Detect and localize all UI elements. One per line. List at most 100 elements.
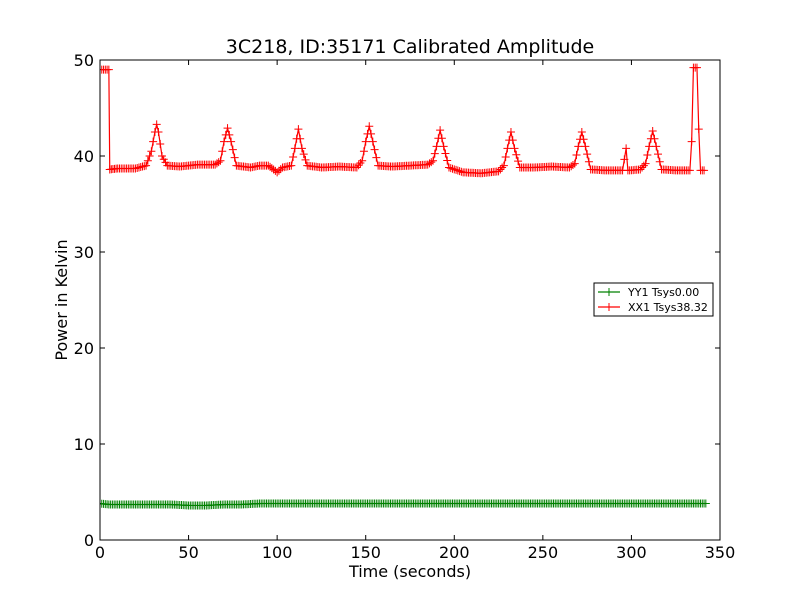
data-point	[158, 152, 166, 160]
data-point	[361, 137, 370, 146]
x-tick-label: 350	[705, 543, 736, 562]
data-point	[216, 156, 225, 165]
data-point	[147, 147, 156, 156]
data-point	[437, 134, 446, 143]
axis-ticks: 0 50 100 150 200 250 300 350 0 10 20 30 40 50	[74, 51, 736, 562]
data-point	[450, 165, 459, 174]
data-point	[443, 156, 452, 165]
legend: YY1 Tsys0.00 XX1 Tsys38.32	[593, 282, 714, 317]
y-tick-label: 0	[84, 531, 94, 550]
data-point	[274, 166, 283, 175]
data-point	[648, 127, 657, 136]
y-tick-label: 50	[74, 51, 94, 70]
data-point	[457, 167, 466, 176]
data-point	[694, 125, 703, 134]
data-point	[228, 145, 237, 154]
data-point	[655, 157, 664, 166]
data-point	[446, 164, 455, 173]
data-point	[499, 161, 508, 170]
data-point	[572, 151, 581, 160]
data-point	[276, 165, 285, 174]
plot-area	[100, 63, 710, 510]
data-point	[154, 128, 163, 136]
data-point	[220, 137, 228, 146]
data-point	[452, 165, 461, 174]
data-point	[685, 166, 694, 175]
data-point	[430, 149, 439, 158]
data-point	[297, 144, 306, 153]
series-2	[100, 63, 709, 178]
data-point	[506, 128, 515, 136]
data-point	[296, 134, 305, 143]
data-point	[299, 150, 308, 159]
y-tick-label: 40	[74, 147, 94, 166]
data-point	[143, 156, 152, 165]
plot-frame	[99, 59, 721, 541]
x-tick-label: 150	[350, 543, 381, 562]
data-point	[104, 65, 113, 74]
legend-marker	[605, 288, 613, 296]
data-point	[641, 159, 650, 168]
legend-label: XX1 Tsys38.32	[628, 301, 708, 314]
data-point	[301, 155, 310, 164]
legend-box	[593, 282, 714, 317]
x-tick-label: 50	[178, 543, 198, 562]
data-point	[152, 120, 161, 129]
data-point	[455, 167, 464, 176]
data-point	[230, 153, 239, 162]
x-tick-label: 0	[95, 543, 105, 562]
data-point	[584, 157, 593, 166]
data-point	[290, 144, 299, 153]
x-tick-label: 100	[262, 543, 293, 562]
data-point	[620, 155, 629, 164]
series-1	[100, 499, 710, 510]
data-point	[453, 166, 462, 175]
data-point	[510, 144, 519, 153]
data-point	[512, 150, 521, 159]
data-point	[579, 135, 588, 144]
x-tick-label: 300	[616, 543, 647, 562]
x-tick-label: 200	[439, 543, 470, 562]
y-tick-label: 10	[74, 435, 94, 454]
data-point	[508, 136, 517, 145]
chart-title: 3C218, ID:35171 Calibrated Amplitude	[226, 36, 594, 58]
data-point	[645, 142, 654, 151]
data-point	[652, 142, 661, 151]
data-point	[501, 152, 510, 161]
y-tick-label: 30	[74, 243, 94, 262]
data-point	[289, 152, 298, 161]
data-point	[161, 158, 170, 167]
data-point	[583, 150, 592, 159]
data-point	[498, 163, 507, 172]
data-point	[514, 157, 523, 166]
data-point	[503, 144, 512, 153]
data-point	[441, 149, 450, 158]
data-point	[367, 129, 376, 138]
data-point	[359, 147, 368, 156]
data-point	[643, 151, 652, 160]
data-point	[444, 163, 453, 172]
data-point	[432, 142, 441, 151]
legend-label: YY1 Tsys0.00	[627, 286, 699, 299]
data-point	[622, 144, 631, 153]
data-point	[654, 150, 662, 159]
data-point	[159, 155, 168, 164]
data-point	[145, 152, 154, 160]
data-point	[687, 137, 696, 146]
data-point	[294, 125, 303, 134]
data-point	[570, 159, 579, 168]
data-point	[429, 156, 438, 165]
data-point	[372, 153, 381, 162]
data-point	[692, 63, 701, 72]
data-point	[700, 166, 709, 175]
data-point	[358, 156, 367, 165]
data-point	[494, 167, 503, 176]
y-axis-label: Power in Kelvin	[52, 239, 71, 360]
x-axis-label: Time (seconds)	[348, 562, 471, 581]
data-point	[365, 122, 374, 131]
data-point	[701, 499, 710, 508]
data-point	[436, 126, 445, 135]
data-point	[287, 161, 296, 170]
data-point	[568, 160, 577, 169]
